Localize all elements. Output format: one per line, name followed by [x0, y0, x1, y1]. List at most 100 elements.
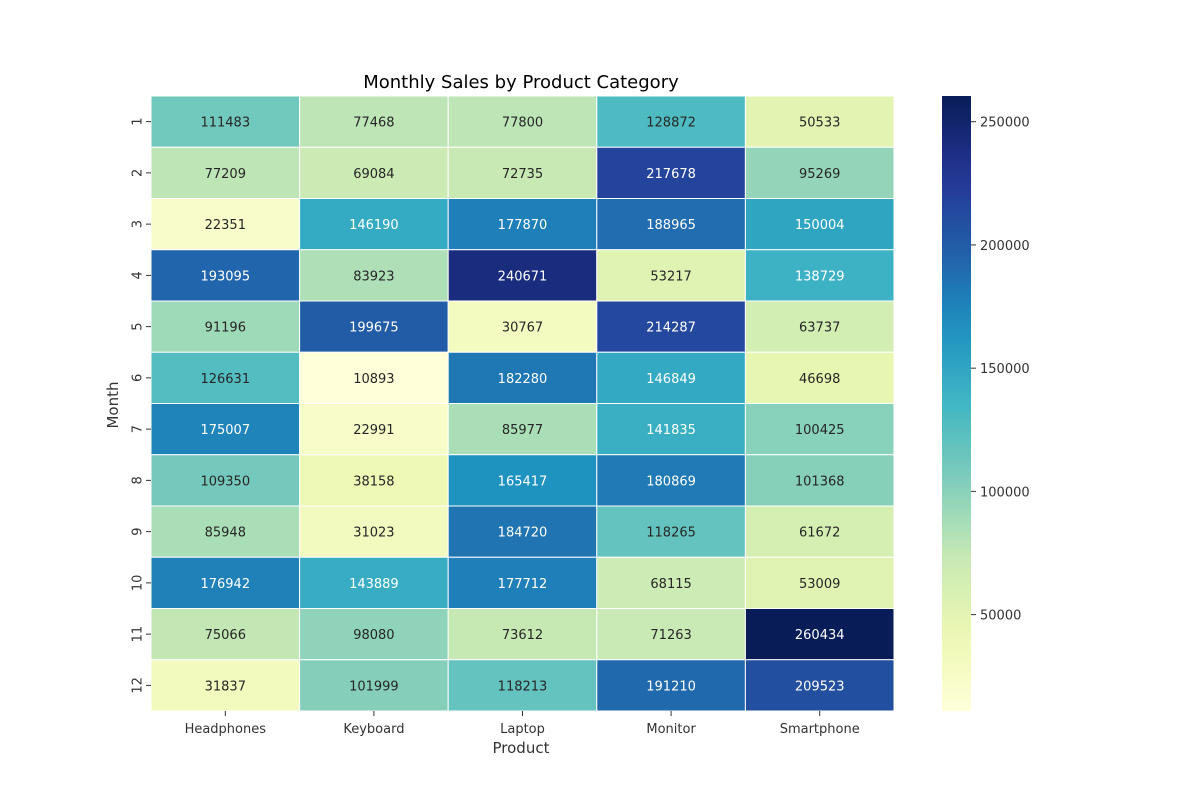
- y-tick-label: 8: [131, 476, 146, 484]
- cell-value-label: 214287: [646, 321, 696, 336]
- cell-value-label: 69084: [353, 167, 394, 182]
- cell-value-label: 68115: [650, 577, 691, 592]
- heatmap-cell: [596, 95, 746, 148]
- heatmap-cells: 111483 77468 77800 128872 50533 77209 69084 727…: [150, 95, 895, 712]
- cell-value-label: 71263: [650, 628, 691, 643]
- cell-value-label: 109350: [200, 474, 250, 489]
- cell-value-label: 150004: [795, 218, 845, 233]
- heatmap-cell: [299, 505, 449, 558]
- heatmap-cell: [596, 351, 746, 404]
- cell-value-label: 50533: [799, 116, 840, 131]
- heatmap-cell: [150, 146, 301, 199]
- heatmap-cell: [596, 556, 746, 609]
- cell-value-label: 77209: [205, 167, 246, 182]
- cell-value-label: 191210: [646, 679, 696, 694]
- heatmap-cell: [447, 505, 598, 558]
- heatmap-cell: [744, 454, 895, 507]
- cell-value-label: 73612: [502, 628, 543, 643]
- heatmap-cell: [447, 146, 598, 199]
- heatmap-cell: [299, 556, 449, 609]
- cell-value-label: 141835: [646, 423, 696, 438]
- heatmap-cell: [299, 198, 449, 251]
- x-tick-label: Headphones: [185, 722, 267, 737]
- y-tick-label: 9: [131, 527, 146, 535]
- cell-value-label: 77468: [353, 116, 394, 131]
- heatmap-cell: [744, 351, 895, 404]
- cell-value-label: 91196: [205, 321, 246, 336]
- heatmap-cell: [744, 146, 895, 199]
- heatmap-cell: [744, 556, 895, 609]
- cell-value-label: 63737: [799, 321, 840, 336]
- colorbar-tick-label: 200000: [980, 239, 1030, 254]
- cell-value-label: 143889: [349, 577, 399, 592]
- colorbar-ticks: 50000 100000 150000 200000 250000: [971, 116, 1030, 624]
- cell-value-label: 177870: [498, 218, 548, 233]
- x-tick-labels: Headphones Keyboard Laptop Monitor Smartphon…: [185, 711, 860, 737]
- cell-value-label: 126631: [200, 372, 250, 387]
- cell-value-label: 38158: [353, 474, 394, 489]
- heatmap-cell: [447, 249, 598, 302]
- heatmap-cell: [447, 198, 598, 251]
- cell-value-label: 101999: [349, 679, 399, 694]
- y-tick-label: 11: [131, 626, 146, 643]
- cell-value-label: 182280: [498, 372, 548, 387]
- heatmap-cell: [299, 95, 449, 148]
- heatmap-cell: [447, 351, 598, 404]
- y-tick-label: 3: [131, 220, 146, 228]
- cell-value-label: 95269: [799, 167, 840, 182]
- heatmap-cell: [596, 659, 746, 712]
- y-tick-label: 4: [131, 271, 146, 279]
- heatmap-cell: [447, 95, 598, 148]
- y-tick-label: 5: [131, 322, 146, 330]
- colorbar: [942, 96, 971, 711]
- y-axis-label: Month: [104, 381, 122, 428]
- chart-title: Monthly Sales by Product Category: [363, 72, 679, 93]
- heatmap-cell: [150, 556, 301, 609]
- heatmap-cell: [596, 249, 746, 302]
- cell-value-label: 85948: [205, 526, 246, 541]
- heatmap-cell: [299, 454, 449, 507]
- heatmap-cell: [299, 351, 449, 404]
- cell-value-label: 61672: [799, 526, 840, 541]
- colorbar-tick-label: 250000: [980, 116, 1030, 131]
- heatmap-cell: [447, 608, 598, 661]
- cell-value-label: 53009: [799, 577, 840, 592]
- cell-value-label: 118265: [646, 526, 696, 541]
- cell-value-label: 85977: [502, 423, 543, 438]
- heatmap-cell: [744, 403, 895, 456]
- cell-value-label: 83923: [353, 269, 394, 284]
- y-tick-label: 1: [131, 117, 146, 125]
- heatmap-cell: [447, 300, 598, 353]
- cell-value-label: 128872: [646, 116, 696, 131]
- cell-value-label: 22351: [205, 218, 246, 233]
- heatmap-cell: [596, 198, 746, 251]
- cell-value-label: 165417: [498, 474, 548, 489]
- cell-value-label: 31837: [205, 679, 246, 694]
- heatmap-cell: [447, 454, 598, 507]
- heatmap-cell: [744, 198, 895, 251]
- y-tick-label: 12: [131, 677, 146, 694]
- cell-value-label: 75066: [205, 628, 246, 643]
- colorbar-tick-label: 150000: [980, 362, 1030, 377]
- cell-value-label: 184720: [498, 526, 548, 541]
- cell-value-label: 188965: [646, 218, 696, 233]
- x-tick-label: Monitor: [646, 722, 696, 737]
- cell-value-label: 10893: [353, 372, 394, 387]
- cell-value-label: 100425: [795, 423, 845, 438]
- y-tick-label: 10: [131, 575, 146, 592]
- heatmap-cell: [596, 454, 746, 507]
- heatmap-cell: [744, 608, 895, 661]
- cell-value-label: 72735: [502, 167, 543, 182]
- cell-value-label: 175007: [200, 423, 250, 438]
- heatmap-cell: [150, 659, 301, 712]
- cell-value-label: 146849: [646, 372, 696, 387]
- heatmap-cell: [299, 249, 449, 302]
- cell-value-label: 240671: [498, 269, 548, 284]
- cell-value-label: 138729: [795, 269, 845, 284]
- cell-value-label: 101368: [795, 474, 845, 489]
- x-tick-label: Laptop: [500, 722, 545, 737]
- cell-value-label: 53217: [650, 269, 691, 284]
- x-tick-label: Keyboard: [343, 722, 404, 737]
- cell-value-label: 46698: [799, 372, 840, 387]
